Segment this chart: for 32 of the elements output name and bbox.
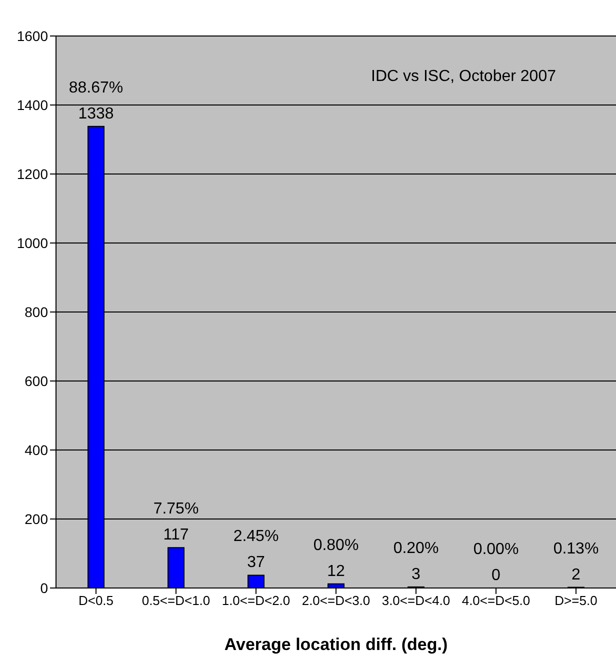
data-label: 1338 — [78, 105, 114, 122]
x-tick-label: 3.0<=D<4.0 — [382, 593, 450, 608]
data-label: 12 — [327, 562, 345, 580]
annotation: 0.20% — [393, 540, 439, 557]
y-tick-label: 800 — [24, 304, 48, 320]
annotation: 0.80% — [313, 536, 359, 554]
y-tick-label: 1000 — [16, 234, 48, 251]
data-label: 0 — [492, 567, 501, 584]
x-axis-title: Average location diff. (deg.) — [224, 635, 448, 654]
data-label: 2 — [572, 566, 581, 584]
data-label: 3 — [412, 566, 421, 583]
annotation: IDC vs ISC, October 2007 — [371, 68, 556, 86]
data-label: 117 — [163, 526, 189, 544]
x-tick-label: 1.0<=D<2.0 — [222, 593, 290, 608]
x-tick-label: D>=5.0 — [554, 593, 598, 608]
annotation: 0.00% — [473, 541, 519, 558]
x-tick-label: 0.5<=D<1.0 — [142, 593, 210, 608]
annotation: 88.67% — [68, 79, 124, 96]
x-tick-label: 2.0<=D<3.0 — [302, 593, 370, 608]
data-label: 37 — [247, 554, 265, 572]
y-tick-label: 1400 — [16, 96, 48, 113]
annotation: 2.45% — [233, 528, 279, 546]
annotation: 7.75% — [153, 500, 199, 518]
y-tick-label: 0 — [40, 580, 48, 596]
x-tick-label: 4.0<=D<5.0 — [462, 593, 530, 608]
y-tick-label: 1600 — [16, 28, 48, 44]
x-tick-label: D<0.5 — [78, 593, 114, 608]
y-tick-label: 1200 — [16, 166, 48, 182]
y-tick-label: 400 — [24, 442, 48, 458]
y-tick-label: 600 — [24, 372, 48, 389]
annotation: 0.13% — [553, 540, 599, 558]
y-tick-label: 200 — [24, 510, 48, 527]
